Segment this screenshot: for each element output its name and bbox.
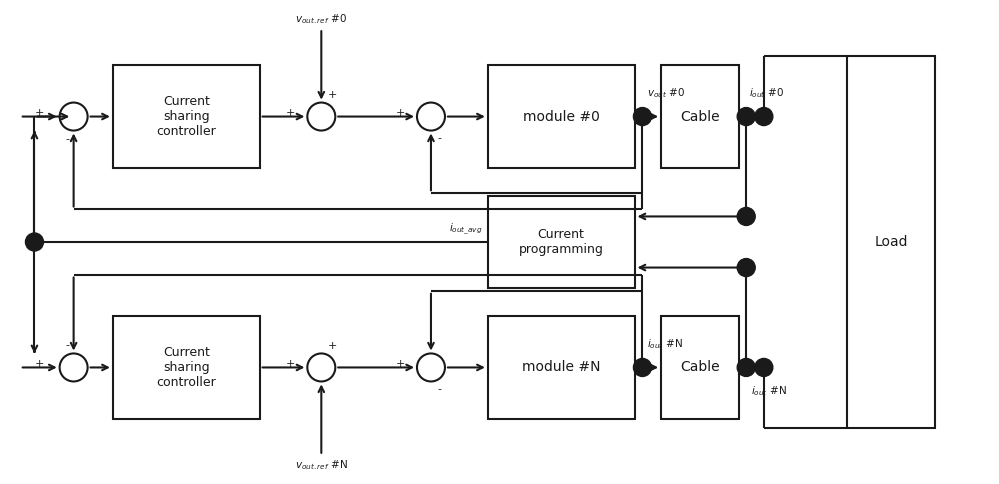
Ellipse shape bbox=[755, 107, 773, 125]
FancyBboxPatch shape bbox=[488, 65, 634, 167]
Text: Cable: Cable bbox=[680, 361, 720, 375]
Text: Current
sharing
controller: Current sharing controller bbox=[156, 346, 216, 389]
Ellipse shape bbox=[308, 353, 336, 381]
Ellipse shape bbox=[417, 103, 445, 131]
Ellipse shape bbox=[737, 359, 755, 377]
Text: $v_{out.ref}$ #N: $v_{out.ref}$ #N bbox=[295, 458, 348, 472]
Text: -: - bbox=[66, 134, 70, 144]
Text: Current
sharing
controller: Current sharing controller bbox=[156, 95, 216, 138]
Ellipse shape bbox=[633, 359, 651, 377]
FancyBboxPatch shape bbox=[847, 56, 935, 428]
Text: $v_{out}$ #0: $v_{out}$ #0 bbox=[647, 87, 685, 100]
FancyBboxPatch shape bbox=[488, 196, 634, 288]
Text: +: + bbox=[396, 359, 406, 369]
Ellipse shape bbox=[60, 103, 88, 131]
Text: -: - bbox=[438, 384, 442, 394]
FancyBboxPatch shape bbox=[113, 317, 260, 419]
Text: +: + bbox=[328, 341, 338, 351]
Text: +: + bbox=[328, 90, 338, 100]
FancyBboxPatch shape bbox=[113, 65, 260, 167]
Ellipse shape bbox=[633, 107, 651, 125]
Text: Cable: Cable bbox=[680, 109, 720, 123]
Ellipse shape bbox=[737, 107, 755, 125]
Text: +: + bbox=[35, 108, 44, 118]
Ellipse shape bbox=[737, 258, 755, 276]
Ellipse shape bbox=[308, 103, 336, 131]
Text: Current
programming: Current programming bbox=[518, 228, 603, 256]
Text: $i_{out}$ #N: $i_{out}$ #N bbox=[647, 337, 683, 351]
Text: +: + bbox=[35, 359, 44, 369]
FancyBboxPatch shape bbox=[488, 317, 634, 419]
Ellipse shape bbox=[755, 359, 773, 377]
Text: -: - bbox=[66, 340, 70, 350]
Ellipse shape bbox=[737, 208, 755, 226]
Ellipse shape bbox=[417, 353, 445, 381]
Text: -: - bbox=[438, 133, 442, 143]
Text: +: + bbox=[396, 108, 406, 118]
Text: +: + bbox=[286, 108, 296, 118]
Text: $i_{out\_avg}$: $i_{out\_avg}$ bbox=[450, 222, 483, 237]
Text: +: + bbox=[286, 359, 296, 369]
Text: $v_{out.ref}$ #0: $v_{out.ref}$ #0 bbox=[296, 12, 348, 26]
FancyBboxPatch shape bbox=[661, 65, 739, 167]
Text: $i_{out}$ #N: $i_{out}$ #N bbox=[751, 384, 787, 397]
Ellipse shape bbox=[60, 353, 88, 381]
FancyBboxPatch shape bbox=[661, 317, 739, 419]
Text: $i_{out}$ #0: $i_{out}$ #0 bbox=[749, 87, 784, 100]
Text: module #N: module #N bbox=[521, 361, 600, 375]
Text: module #0: module #0 bbox=[522, 109, 599, 123]
Ellipse shape bbox=[25, 233, 44, 251]
Text: Load: Load bbox=[874, 235, 908, 249]
